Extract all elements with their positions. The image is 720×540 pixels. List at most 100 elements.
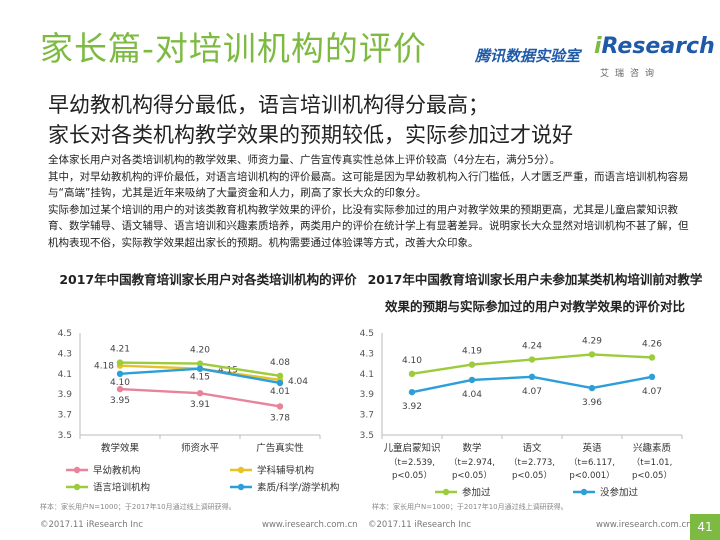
data-label: 4.15	[190, 373, 210, 383]
category-stat-label: p<0.05）	[452, 470, 492, 481]
headline-line-1: 早幼教机构得分最低，语言培训机构得分最高；	[48, 93, 489, 117]
data-point	[116, 359, 124, 366]
x-tick-label: 教学效果	[101, 442, 140, 454]
y-tick-label: 3.5	[58, 431, 72, 441]
data-label: 4.26	[642, 339, 662, 349]
y-tick-label: 4.3	[58, 349, 72, 359]
data-label: 4.01	[270, 387, 290, 397]
logo-rest: Research	[601, 34, 715, 59]
data-point	[588, 351, 596, 358]
data-point	[648, 373, 656, 381]
legend-swatch-marker	[580, 488, 588, 496]
x-tick-label: 语文	[522, 442, 542, 454]
footer-copyright-right: ©2017.11 iResearch Inc	[368, 520, 471, 530]
data-point	[116, 370, 124, 377]
paragraph-2: 其中，对早幼教机构的评价最低，对语言培训机构的评价最高。这可能是因为早幼教机构入…	[48, 170, 689, 200]
data-point	[196, 360, 204, 367]
legend-swatch-marker	[73, 466, 81, 474]
category-stat-label: （t=1.01,	[632, 457, 673, 468]
category-stat-label: （t=2.773,	[509, 457, 555, 468]
data-label: 3.91	[190, 400, 210, 410]
data-label: 4.08	[270, 358, 290, 368]
chart-right: 4.5 4.3 4.1 3.9 3.7 3.5 儿童启蒙知识 数学 语文 英语 兴趣素质 （t=2.5…	[360, 329, 683, 499]
category-stat-label: p<0.05）	[632, 470, 672, 481]
data-label: 3.92	[402, 402, 422, 412]
paragraph-3: 实际参加过某个培训的用户的对该类教育机构教学效果的评价，比没有实际参加过的用户对…	[48, 203, 689, 249]
data-point	[588, 384, 596, 392]
logo-subtitle: 艾瑞咨询	[600, 69, 661, 79]
data-point	[648, 354, 656, 361]
footer-url-left: www.iresearch.com.cn	[262, 520, 358, 530]
data-point	[468, 361, 476, 368]
category-stat-label: （t=2.539,	[389, 457, 435, 468]
data-label: 4.24	[522, 342, 542, 352]
x-tick-label: 师资水平	[181, 442, 220, 454]
data-label: 4.20	[190, 346, 210, 356]
logo-i: i	[594, 34, 602, 59]
y-tick-label: 3.7	[360, 411, 374, 421]
legend-swatch-marker	[237, 466, 245, 474]
data-point	[528, 356, 536, 363]
y-tick-label: 4.1	[58, 370, 72, 380]
category-stat-label: p<0.001）	[569, 470, 614, 481]
x-tick-label: 兴趣素质	[633, 442, 672, 454]
data-label: 4.04	[462, 390, 482, 400]
legend-label: 学科辅导机构	[257, 465, 314, 477]
legend-label: 参加过	[462, 487, 491, 499]
x-tick-label: 广告真实性	[256, 442, 304, 454]
y-tick-label: 3.5	[360, 431, 374, 441]
data-point	[408, 388, 416, 396]
category-stat-label: （t=6.117,	[569, 457, 615, 468]
chart-right-title: 2017年中国教育培训家长用户未参加某类机构培训前对教学效果的预期与实际参加过的…	[367, 272, 703, 314]
legend-swatch-marker	[73, 483, 81, 491]
brand-name: 腾讯数据实验室	[475, 47, 581, 65]
data-label: 3.78	[270, 413, 290, 423]
data-point	[196, 365, 204, 372]
x-tick-label: 数学	[462, 442, 481, 454]
chart-left-title: 2017年中国教育培训家长用户对各类培训机构的评价	[59, 272, 357, 287]
data-label: 4.29	[582, 336, 602, 346]
legend-swatch-marker	[442, 488, 450, 496]
paragraph-1: 全体家长用户对各类培训机构的教学效果、师资力量、广告宣传真实性总体上评价较高（4…	[48, 154, 561, 166]
data-label: 4.15	[218, 366, 238, 376]
data-label: 4.04	[288, 377, 308, 387]
y-tick-label: 3.9	[360, 390, 375, 400]
category-stat-label: p<0.05）	[512, 470, 552, 481]
data-point	[276, 403, 284, 410]
legend-label: 没参加过	[600, 487, 639, 499]
data-label: 4.10	[110, 378, 130, 388]
headline-line-2: 家长对各类机构教学效果的预期较低，实际参加过才说好	[48, 123, 573, 147]
footer-copyright-left: ©2017.11 iResearch Inc	[40, 520, 143, 530]
y-tick-label: 4.5	[360, 329, 374, 339]
data-label: 4.07	[642, 387, 662, 397]
footer-url-right: www.iresearch.com.cn	[596, 520, 692, 530]
x-tick-label: 英语	[582, 442, 602, 454]
chart-left: 4.5 4.3 4.1 3.9 3.7 3.5 教学效果 师资水平 广告真实性 3.95 3.91 3…	[58, 329, 340, 494]
legend-swatch-marker	[237, 483, 245, 491]
page-title: 家长篇-对培训机构的评价	[40, 29, 427, 68]
data-label: 4.18	[94, 362, 114, 372]
data-label: 4.10	[402, 356, 422, 366]
data-point	[408, 370, 416, 377]
y-tick-label: 3.9	[58, 390, 73, 400]
data-point	[116, 385, 124, 393]
x-tick-label: 儿童启蒙知识	[383, 442, 440, 454]
data-point	[468, 376, 476, 384]
data-label: 3.96	[582, 398, 602, 408]
iresearch-logo: iResearch	[594, 34, 715, 59]
page-number: 41	[690, 514, 720, 540]
data-point	[276, 372, 284, 380]
source-note-left: 样本：家长用户N=1000；于2017年10月通过线上调研获得。	[40, 503, 236, 511]
data-label: 4.19	[462, 347, 482, 357]
data-point	[528, 373, 536, 381]
legend-label: 早幼教机构	[93, 465, 141, 477]
legend-label: 素质/科学/游学机构	[257, 482, 339, 494]
data-point	[196, 389, 204, 397]
data-label: 4.21	[110, 345, 130, 355]
source-note-right: 样本：家长用户N=1000；于2017年10月通过线上调研获得。	[372, 503, 568, 511]
headline: 早幼教机构得分最低，语言培训机构得分最高； 家长对各类机构教学效果的预期较低，实…	[48, 90, 688, 150]
category-stat-label: （t=2.974,	[449, 457, 495, 468]
body-paragraphs: 全体家长用户对各类培训机构的教学效果、师资力量、广告宣传真实性总体上评价较高（4…	[48, 152, 696, 252]
y-tick-label: 4.3	[360, 349, 374, 359]
y-tick-label: 4.1	[360, 370, 374, 380]
